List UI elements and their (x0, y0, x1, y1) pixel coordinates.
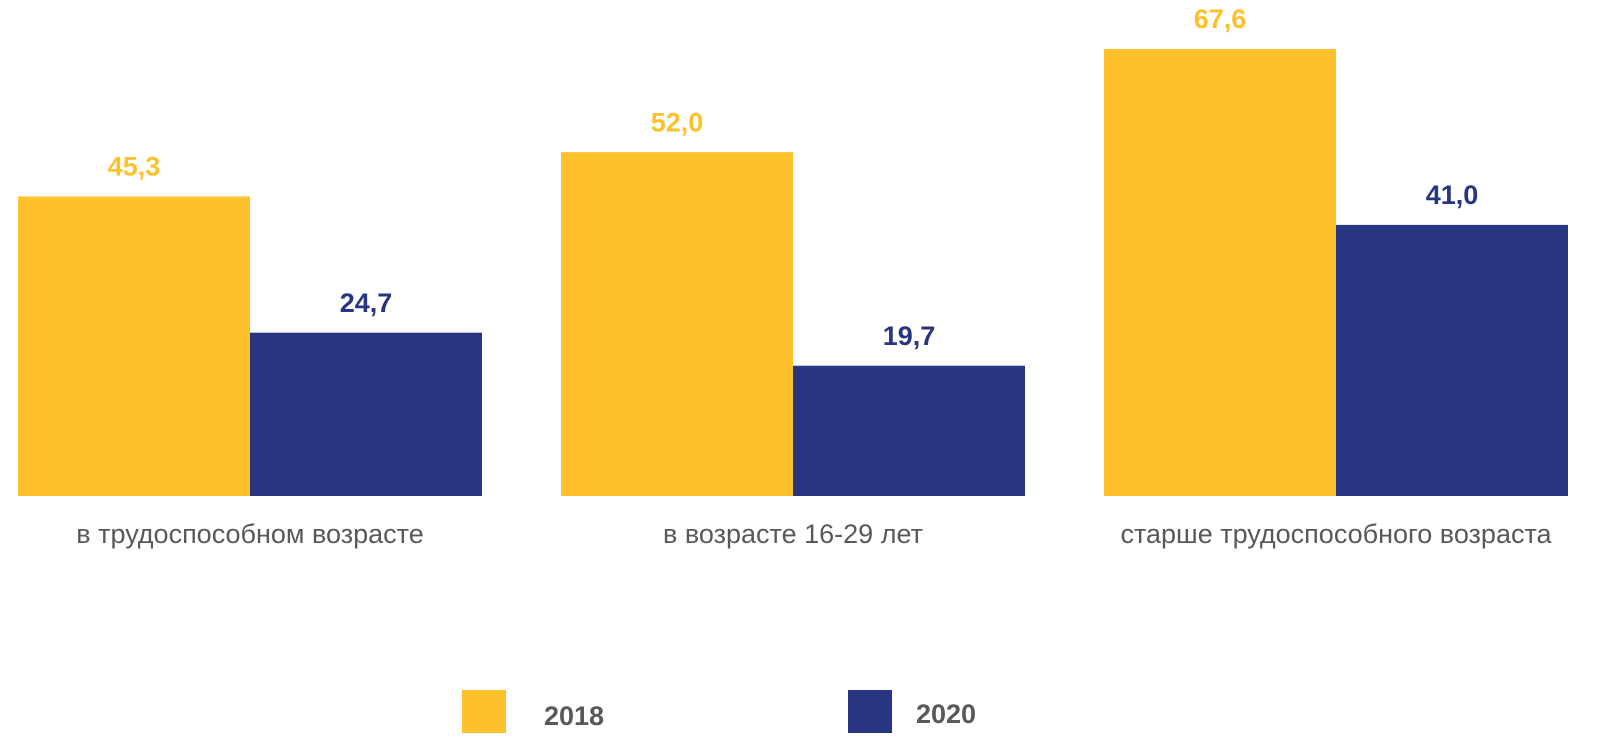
x-tick-label: в возрасте 16-29 лет (663, 519, 923, 549)
x-tick-label: старше трудоспособного возраста (1120, 519, 1552, 549)
bar (793, 365, 1025, 496)
bar (1104, 49, 1336, 496)
value-label: 52,0 (651, 107, 704, 137)
value-label: 19,7 (883, 321, 936, 351)
legend-label: 2018 (544, 701, 604, 731)
bar (250, 332, 482, 496)
bar (18, 196, 250, 497)
value-label: 67,6 (1194, 4, 1247, 34)
legend-swatch (462, 690, 506, 733)
value-label: 24,7 (340, 288, 393, 318)
legend-label: 2020 (916, 699, 976, 729)
x-tick-label: в трудоспособном возрасте (76, 519, 423, 549)
legend-swatch (848, 690, 892, 733)
bar (561, 152, 793, 496)
bar (1336, 224, 1568, 496)
value-label: 45,3 (108, 152, 161, 182)
value-label: 41,0 (1426, 180, 1479, 210)
